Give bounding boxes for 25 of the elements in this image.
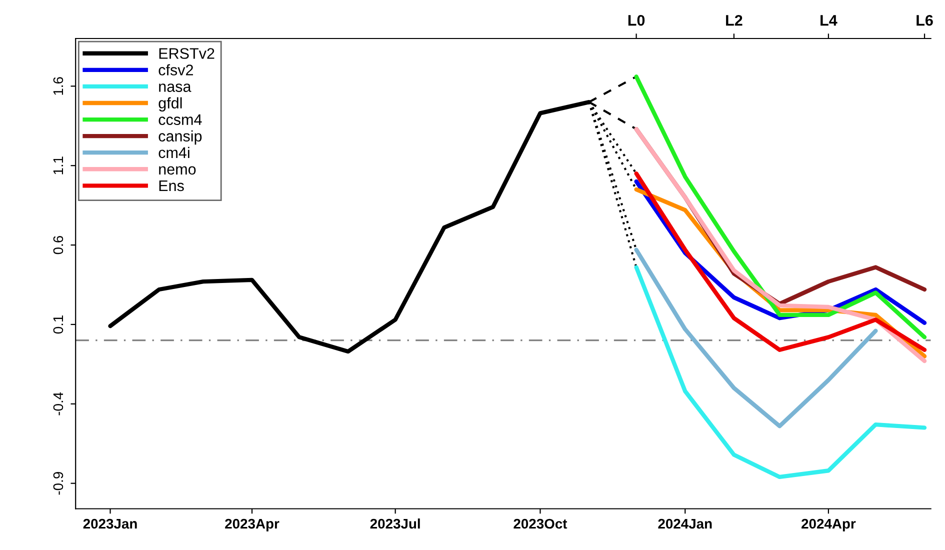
x-tick-label: 2023Jan: [83, 518, 137, 529]
y-tick-label: 1.1: [53, 156, 63, 174]
x-tick-label: 2023Apr: [225, 518, 280, 532]
x-tick-label: 2023Oct: [514, 518, 568, 529]
annotation: L2: [726, 14, 742, 26]
annotation: L4: [820, 15, 838, 26]
legend-label: ERSTv2: [159, 48, 214, 59]
x-tick-label: 2024Jan: [658, 518, 712, 529]
legend-label: nemo: [159, 166, 196, 175]
y-tick-label: -0.9: [53, 472, 64, 495]
x-tick-label: 2023Jul: [370, 518, 420, 529]
legend-label: cfsv2: [158, 64, 193, 76]
legend-label: nasa: [159, 84, 192, 92]
x-tick-label: 2024Apr: [802, 518, 856, 532]
legend-label: cansip: [158, 130, 202, 145]
annotation: L6: [916, 14, 933, 26]
y-tick-label: -0.4: [53, 392, 64, 416]
legend-label: ccsm4: [158, 114, 202, 126]
y-tick-label: 0.1: [53, 315, 64, 334]
annotation: L0: [628, 14, 645, 26]
y-tick-label: 1.6: [53, 77, 64, 95]
y-tick-label: 0.6: [53, 236, 64, 254]
legend-label: cm4i: [158, 146, 190, 158]
legend-label: Ens: [159, 180, 184, 192]
legend-label: gfdl: [158, 97, 182, 112]
